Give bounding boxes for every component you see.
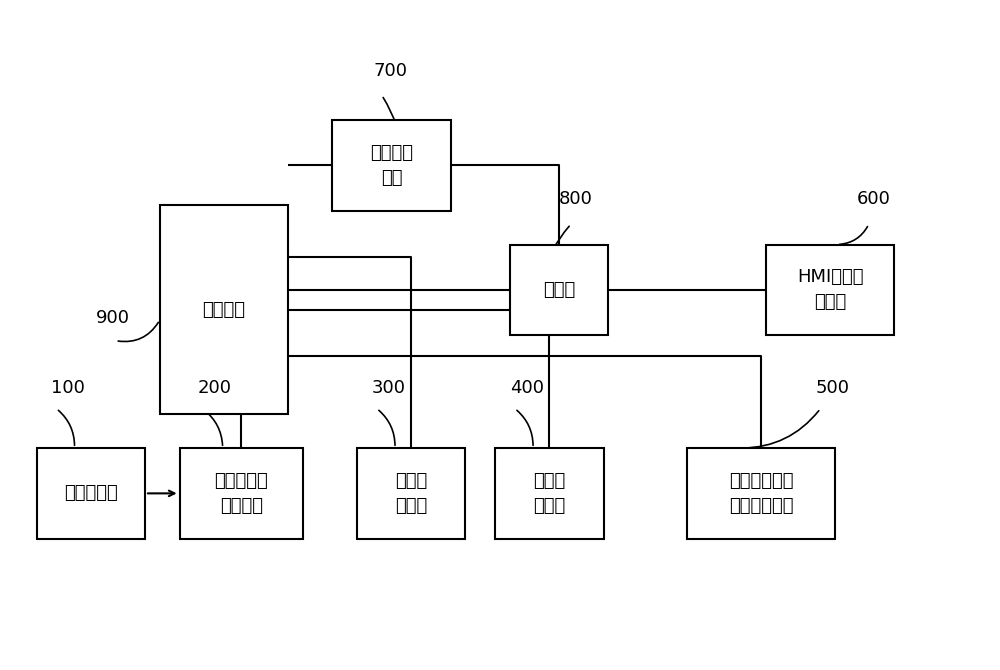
Text: HMI输入输
出模块: HMI输入输 出模块 [797,268,864,312]
Text: 接地杆
锁具筱: 接地杆 锁具筱 [395,472,427,515]
Bar [687,448,835,539]
Bar [510,245,608,335]
Bar [37,448,145,539]
Text: 800: 800 [559,190,593,208]
Bar [180,448,303,539]
Text: 闸刀机构筱
控制模块: 闸刀机构筱 控制模块 [214,472,268,515]
Text: 900: 900 [96,309,130,327]
Bar [766,245,894,335]
Text: 300: 300 [372,379,406,397]
Text: 700: 700 [374,62,408,80]
Bar [160,205,288,414]
Text: 600: 600 [857,190,891,208]
Text: 通讯模块: 通讯模块 [202,301,245,318]
Text: 200: 200 [197,379,231,397]
Bar [357,448,465,539]
Text: 500: 500 [816,379,850,397]
Text: 100: 100 [51,379,85,397]
Bar [332,120,451,210]
Text: 接地线
锁具筱: 接地线 锁具筱 [533,472,565,515]
Text: 400: 400 [510,379,544,397]
Text: 闸刀机构筱: 闸刀机构筱 [64,484,118,502]
Text: 图像采集
模块: 图像采集 模块 [370,144,413,187]
Text: 上位机: 上位机 [543,281,575,299]
Bar [495,448,604,539]
Text: 车顶检修平台
锁具控制模块: 车顶检修平台 锁具控制模块 [729,472,794,515]
